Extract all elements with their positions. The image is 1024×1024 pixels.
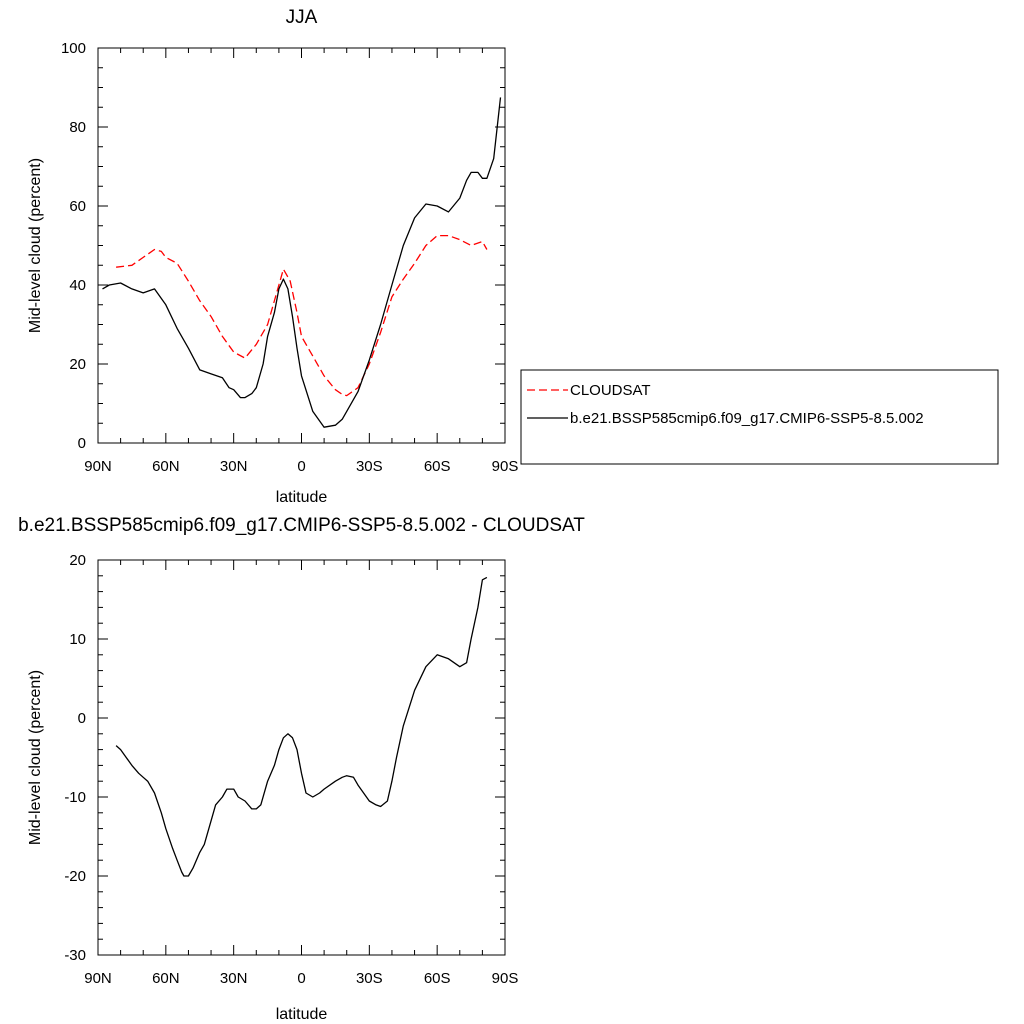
panel-top: 90N 60N 30N 0 30S 60S 90S 0 20 40 60 80 100 JJA latitu… [27,7,518,506]
x-tick-label: 0 [297,458,305,475]
x-axis-label: latitude [276,1006,328,1023]
x-tick-label: 60S [424,458,451,475]
x-axis-label: latitude [276,489,328,506]
y-tick-label: -10 [64,789,86,806]
y-tick-label: 20 [69,356,86,373]
chart-title: JJA [286,7,318,28]
series-line-0 [115,576,488,877]
x-tick-label: 30S [356,970,383,987]
x-tick-label: 60S [424,970,451,987]
y-tick-label: 60 [69,198,86,215]
x-tick-label: 60N [152,970,180,987]
x-tick-label: 60N [152,458,180,475]
y-tick-label: -20 [64,868,86,885]
y-tick-label: 20 [69,552,86,569]
x-tick-label: 30N [220,970,248,987]
y-tick-label: 100 [61,40,86,57]
plot-frame [97,47,506,444]
x-tick-label: 30S [356,458,383,475]
plot-frame [97,559,506,956]
y-tick-label: 80 [69,119,86,136]
legend-label-1: b.e21.BSSP585cmip6.f09_g17.CMIP6-SSP5-8.… [570,410,924,427]
x-tick-label: 30N [220,458,248,475]
y-tick-label: 10 [69,631,86,648]
series-line-0 [116,234,488,397]
y-tick-label: -30 [64,947,86,964]
x-tick-label: 0 [297,970,305,987]
x-tick-label: 90S [492,458,519,475]
y-axis-label: Mid-level cloud (percent) [27,670,44,845]
series-line-1 [102,97,502,428]
x-tick-label: 90N [84,458,112,475]
y-axis-label: Mid-level cloud (percent) [27,158,44,333]
chart-title: b.e21.BSSP585cmip6.f09_g17.CMIP6-SSP5-8.… [18,515,585,536]
x-tick-label: 90N [84,970,112,987]
legend-box [520,369,999,465]
legend-label-0: CLOUDSAT [570,382,651,399]
y-tick-label: 40 [69,277,86,294]
x-tick-label: 90S [492,970,519,987]
legend: CLOUDSAT b.e21.BSSP585cmip6.f09_g17.CMIP6… [520,369,999,465]
panel-bottom: 90N 60N 30N 0 30S 60S 90S -30 -20 -10 0 10 20 b.e21.B… [18,515,585,1023]
y-tick-label: 0 [78,710,86,727]
y-tick-label: 0 [78,435,86,452]
